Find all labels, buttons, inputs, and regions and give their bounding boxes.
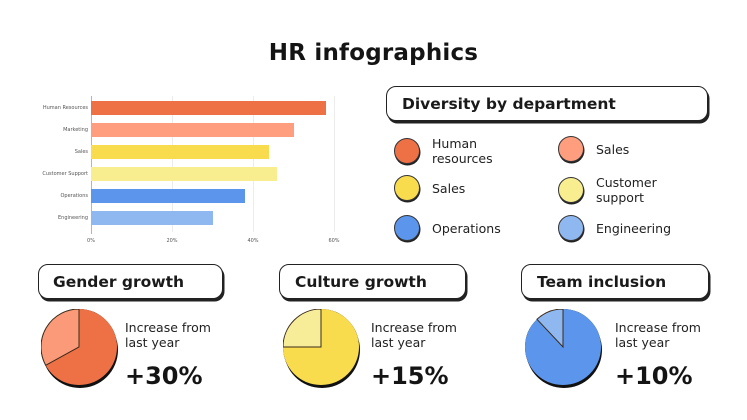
bar-row: Marketing xyxy=(30,123,340,137)
legend-title-box: Diversity by department xyxy=(386,86,708,121)
culture-growth-pie xyxy=(282,308,359,385)
team-inclusion-value: +10% xyxy=(615,362,693,390)
legend-item: Sales xyxy=(558,136,686,162)
gender-growth-pie xyxy=(40,308,117,385)
legend-item: Operations xyxy=(394,215,522,241)
legend-swatch-icon xyxy=(558,136,584,162)
bar-row: Operations xyxy=(30,189,340,203)
legend-item: Sales xyxy=(394,175,522,201)
department-bar-chart: 0% 20% 40% 60% Human Resources Marketing Sales… xyxy=(30,92,350,252)
legend-label: Sales xyxy=(596,141,630,157)
legend-swatch-icon xyxy=(558,215,584,241)
legend-title: Diversity by department xyxy=(402,94,616,113)
page-title: HR infographics xyxy=(268,40,479,66)
gender-growth-caption: Increase from last year xyxy=(125,320,211,350)
bar-row: Engineering xyxy=(30,211,340,225)
culture-growth-caption: Increase from last year xyxy=(371,320,457,350)
x-tick-label: 0% xyxy=(87,238,95,244)
bar-row: Sales xyxy=(30,145,340,159)
legend-label: Operations xyxy=(432,220,501,236)
legend-swatch-icon xyxy=(394,215,420,241)
x-tick-label: 60% xyxy=(328,238,340,244)
legend-item: Engineering xyxy=(558,215,686,241)
bar xyxy=(91,167,278,181)
y-axis-line xyxy=(91,96,92,234)
legend-swatch-icon xyxy=(394,175,420,201)
legend-label: Sales xyxy=(432,180,466,196)
legend-item: Human resources xyxy=(394,136,512,166)
culture-growth-value: +15% xyxy=(371,362,449,390)
bar-label: Marketing xyxy=(63,127,88,133)
legend-swatch-icon xyxy=(558,177,584,203)
bar xyxy=(91,123,294,137)
legend-label: Engineering xyxy=(596,220,671,236)
bar xyxy=(91,101,326,115)
legend-label: Customer support xyxy=(596,175,657,205)
culture-growth-title: Culture growth xyxy=(295,272,427,291)
x-tick-label: 40% xyxy=(247,238,259,244)
bar xyxy=(91,145,270,159)
bar xyxy=(91,211,213,225)
team-inclusion-title-box: Team inclusion xyxy=(521,264,709,299)
team-inclusion-caption: Increase from last year xyxy=(615,320,701,350)
legend-item: Customer support xyxy=(558,175,676,205)
gridline xyxy=(334,96,335,232)
team-inclusion-title: Team inclusion xyxy=(537,272,667,291)
bar xyxy=(91,189,245,203)
gender-growth-title: Gender growth xyxy=(53,272,185,291)
gender-growth-value: +30% xyxy=(125,362,203,390)
bar-label: Human Resources xyxy=(42,105,88,111)
culture-growth-title-box: Culture growth xyxy=(279,264,466,299)
x-tick-label: 20% xyxy=(166,238,178,244)
team-inclusion-pie xyxy=(524,308,601,385)
bar-row: Customer Support xyxy=(30,167,340,181)
bar-row: Human Resources xyxy=(30,101,340,115)
bar-label: Customer Support xyxy=(42,171,88,177)
legend-label: Human resources xyxy=(432,136,493,166)
gridline xyxy=(172,96,173,232)
gridline xyxy=(253,96,254,232)
bar-label: Operations xyxy=(60,193,89,199)
gender-growth-title-box: Gender growth xyxy=(38,264,223,299)
legend-swatch-icon xyxy=(394,138,420,164)
bar-label: Sales xyxy=(74,149,88,155)
bar-plot-area: 0% 20% 40% 60% Human Resources Marketing Sales… xyxy=(42,96,340,244)
bar-label: Engineering xyxy=(58,215,88,221)
